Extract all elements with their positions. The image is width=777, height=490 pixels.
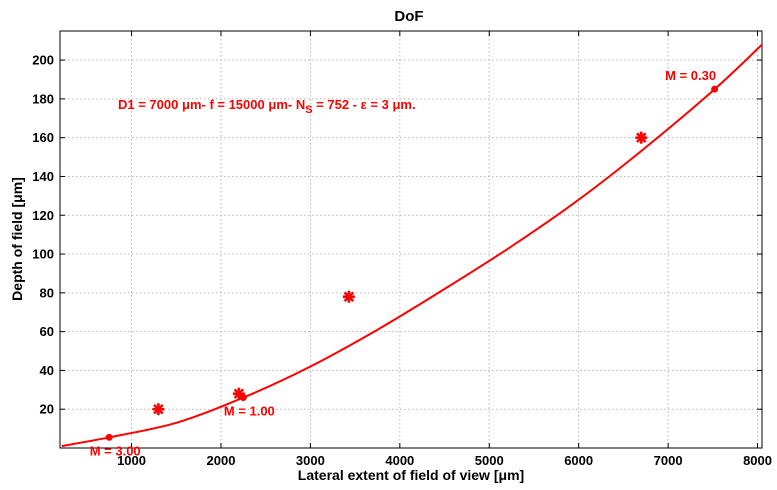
star-marker [152,403,165,416]
param-mu-3: μ [392,97,400,112]
y-tick-label: 200 [32,53,54,68]
star-marker [635,131,648,144]
x-tick-label: 7000 [654,453,683,468]
param-d1: D1 = 7000 [118,97,182,112]
param-epsilon: ε [361,97,367,112]
magnification-label: M = 1.00 [224,404,275,419]
chart-title: DoF [394,8,423,25]
star-marker [342,290,355,303]
param-f: m- f = 15000 [190,97,268,112]
plot-frame [59,30,763,449]
star-markers [152,131,648,416]
y-tick-label: 80 [40,285,54,300]
magnification-label: M = 3.00 [90,443,141,458]
dof-curve [61,43,763,448]
param-end: m. [400,97,415,112]
param-sub-s: S [305,104,312,116]
x-tick-label: 8000 [743,453,772,468]
y-tick-label: 120 [32,208,54,223]
magnification-labels: M = 3.00 M = 1.00 M = 0.30 [90,68,716,458]
y-tick-label: 40 [40,363,54,378]
x-tick-label: 3000 [296,453,325,468]
x-axis-label: Lateral extent of field of view [μm] [298,467,524,483]
param-n: m- N [276,97,305,112]
y-tick-label: 60 [40,324,54,339]
y-tick-label: 160 [32,130,54,145]
x-tick-label: 2000 [207,453,236,468]
y-tick-label: 100 [32,247,54,262]
param-ns: = 752 - [313,97,361,112]
param-mu-2: μ [268,97,276,112]
y-tick-label: 20 [40,402,54,417]
dot-marker [105,433,113,441]
magnification-label: M = 0.30 [665,68,716,83]
x-tick-label: 1000 [117,453,146,468]
x-tick-label: 6000 [564,453,593,468]
dot-marker [711,85,719,93]
y-tick-label: 140 [32,169,54,184]
x-axis: 1000 2000 3000 4000 5000 6000 7000 8000 [117,31,772,468]
x-tick-label: 4000 [385,453,414,468]
y-axis-label: Depth of field [μm] [9,177,25,301]
param-mu-1: μ [182,97,190,112]
param-eps-value: = 3 [367,97,393,112]
dot-markers [105,85,719,441]
y-axis: 20 40 60 80 100 120 140 160 180 200 [32,53,762,417]
star-marker [232,387,245,400]
y-tick-label: 180 [32,91,54,106]
parameter-text: D1 = 7000 μm- f = 15000 μm- NS = 752 - ε… [118,97,416,116]
x-tick-label: 5000 [475,453,504,468]
grid [60,31,762,448]
